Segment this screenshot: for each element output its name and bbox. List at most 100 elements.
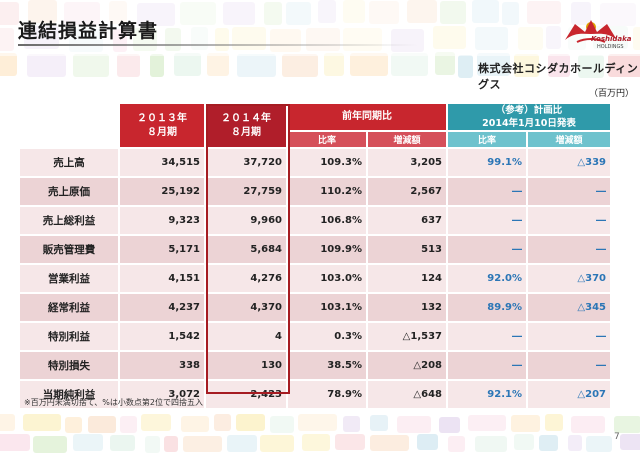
- cell-fy2013: 25,192: [120, 178, 204, 205]
- col-fy2014-header: ２０１４年 ８月期: [206, 104, 286, 147]
- cell-fy2014: 37,720: [206, 149, 286, 176]
- cell-plan-diff: ―: [528, 352, 610, 379]
- cell-fy2014: 4: [206, 323, 286, 350]
- table-row: 特別利益 1,542 4 0.3% △1,537 ― ―: [20, 323, 610, 350]
- decorative-tile: [458, 54, 473, 78]
- cell-plan-ratio: ―: [448, 207, 526, 234]
- cell-plan-ratio: 99.1%: [448, 149, 526, 176]
- decorative-tile: [237, 53, 276, 77]
- cell-yoy-ratio: 109.9%: [288, 236, 366, 263]
- decorative-tile: [207, 52, 229, 76]
- decorative-tile: [298, 414, 337, 431]
- decorative-tile: [539, 434, 558, 452]
- decorative-tile: [227, 435, 257, 452]
- decorative-tile: [548, 53, 570, 77]
- table-row: 売上総利益 9,323 9,960 106.8% 637 ― ―: [20, 207, 610, 234]
- cell-yoy-diff: 513: [368, 236, 446, 263]
- cell-yoy-diff: 637: [368, 207, 446, 234]
- decorative-tile: [335, 433, 365, 451]
- cell-yoy-diff: 132: [368, 294, 446, 321]
- cell-yoy-ratio: 106.8%: [288, 207, 366, 234]
- row-label: 当期純利益: [20, 381, 118, 408]
- decorative-tile: [370, 434, 409, 452]
- cell-yoy-ratio: 103.1%: [288, 294, 366, 321]
- page-title: 連結損益計算書: [18, 20, 159, 42]
- decorative-tile: [302, 434, 330, 451]
- company-logo-icon: [565, 20, 617, 43]
- decorative-tile: [439, 416, 460, 434]
- cell-fy2014: 5,684: [206, 236, 286, 263]
- decorative-tile: [620, 433, 640, 451]
- table-row: 営業利益 4,151 4,276 103.0% 124 92.0% △370: [20, 265, 610, 292]
- decorative-tile: [181, 415, 209, 433]
- decorative-tile: [73, 434, 103, 451]
- decorative-tile: [614, 416, 640, 433]
- decorative-tile: [0, 52, 17, 76]
- decorative-tile: [370, 414, 388, 432]
- cell-yoy-ratio: 38.5%: [288, 352, 366, 379]
- cell-fy2014: 9,960: [206, 207, 286, 234]
- cell-plan-ratio: ―: [448, 352, 526, 379]
- decorative-tile: [568, 434, 582, 452]
- decorative-tile: [174, 52, 201, 76]
- decorative-tile-band-bottom: [0, 414, 640, 453]
- decorative-tile: [110, 434, 135, 452]
- decorative-tile: [511, 415, 540, 432]
- table-row: 売上高 34,515 37,720 109.3% 3,205 99.1% △33…: [20, 149, 610, 176]
- row-label: 経常利益: [20, 294, 118, 321]
- decorative-tile: [514, 433, 534, 451]
- row-label: 販売管理費: [20, 236, 118, 263]
- cell-plan-ratio: 89.9%: [448, 294, 526, 321]
- cell-yoy-ratio: 103.0%: [288, 265, 366, 292]
- decorative-tile: [0, 414, 15, 431]
- table-row: 当期純利益 3,072 2,423 78.9% △648 92.1% △207: [20, 381, 610, 408]
- cell-plan-ratio: ―: [448, 178, 526, 205]
- decorative-tile: [236, 414, 265, 431]
- row-label: 売上原価: [20, 178, 118, 205]
- cell-yoy-diff: △1,537: [368, 323, 446, 350]
- row-label: 特別損失: [20, 352, 118, 379]
- col-fy2013-header: ２０１３年 ８月期: [120, 104, 204, 147]
- col-yoy-ratio-header: 比率: [288, 132, 366, 147]
- decorative-tile: [214, 414, 231, 431]
- cell-yoy-diff: 124: [368, 265, 446, 292]
- decorative-tile: [448, 435, 465, 453]
- decorative-tile: [350, 52, 388, 76]
- decorative-tile: [417, 433, 438, 450]
- cell-fy2014: 4,276: [206, 265, 286, 292]
- title-underline: [18, 44, 418, 46]
- cell-plan-diff: △345: [528, 294, 610, 321]
- cell-plan-ratio: ―: [448, 236, 526, 263]
- cell-plan-diff: ―: [528, 323, 610, 350]
- income-statement-table: ２０１３年 ８月期 ２０１４年 ８月期 前年同期比 （参考）計画比 2014年1…: [18, 102, 612, 410]
- decorative-tile: [545, 414, 563, 431]
- table-row: 販売管理費 5,171 5,684 109.9% 513 ― ―: [20, 236, 610, 263]
- table-row: 経常利益 4,237 4,370 103.1% 132 89.9% △345: [20, 294, 610, 321]
- col-plan-diff-header: 増減額: [528, 132, 610, 147]
- decorative-tile: [164, 435, 178, 453]
- cell-fy2014: 4,370: [206, 294, 286, 321]
- decorative-tile: [0, 434, 30, 451]
- cell-fy2013: 5,171: [120, 236, 204, 263]
- decorative-tile: [475, 435, 507, 453]
- header-band: [0, 0, 640, 56]
- decorative-tile: [23, 414, 61, 431]
- decorative-tile: [27, 53, 66, 77]
- decorative-tile: [391, 52, 428, 76]
- row-label: 営業利益: [20, 265, 118, 292]
- cell-yoy-ratio: 0.3%: [288, 323, 366, 350]
- cell-plan-diff: ―: [528, 236, 610, 263]
- col-yoy-header: 前年同期比: [288, 104, 446, 130]
- page-number: 7: [614, 432, 620, 442]
- cell-fy2013: 4,237: [120, 294, 204, 321]
- table-row: 特別損失 338 130 38.5% △208 ― ―: [20, 352, 610, 379]
- cell-plan-diff: ―: [528, 207, 610, 234]
- table-row: 売上原価 25,192 27,759 110.2% 2,567 ― ―: [20, 178, 610, 205]
- decorative-tile: [145, 436, 160, 453]
- decorative-tile: [586, 435, 612, 453]
- cell-fy2014: 2,423: [206, 381, 286, 408]
- unit-label: （百万円）: [589, 89, 635, 99]
- decorative-tile: [150, 54, 164, 78]
- decorative-tile: [324, 53, 344, 77]
- decorative-tile: [120, 416, 137, 433]
